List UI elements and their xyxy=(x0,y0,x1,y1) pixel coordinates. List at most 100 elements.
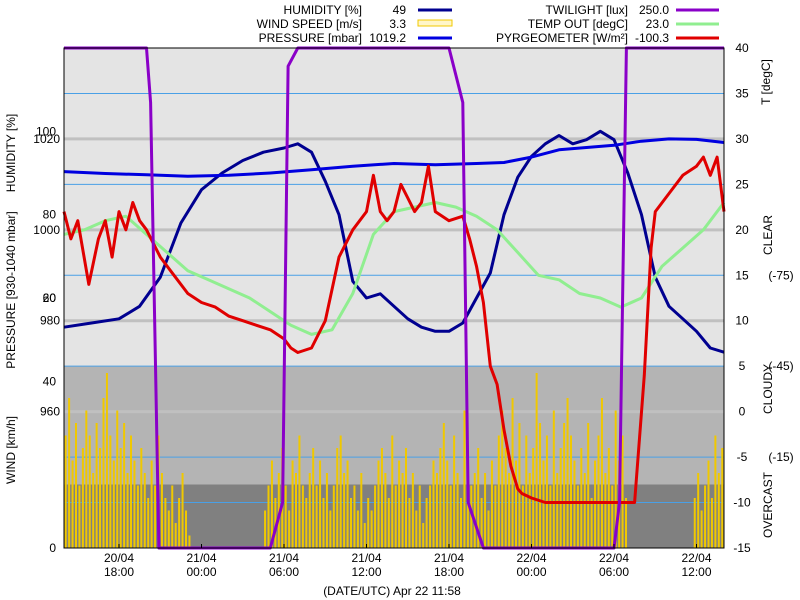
wind-bar xyxy=(422,523,425,548)
wind-tick-label: 0 xyxy=(49,541,56,555)
x-tick-time: 00:00 xyxy=(516,565,546,579)
sky-cloudy-label: CLOUDY xyxy=(761,364,775,414)
pressure-tick-label: 960 xyxy=(40,405,60,419)
temp-tick-label: 10 xyxy=(735,314,749,328)
wind-bar xyxy=(597,435,600,548)
wind-tick-label: 20 xyxy=(43,291,57,305)
wind-bar xyxy=(611,485,614,548)
wind-bar xyxy=(136,485,139,548)
wind-bar xyxy=(377,460,380,548)
wind-bar xyxy=(539,423,542,548)
wind-bar xyxy=(704,485,707,548)
wind-bar xyxy=(418,485,421,548)
sky-clear-label: CLEAR xyxy=(761,215,775,255)
legend-value: 250.0 xyxy=(639,3,669,17)
wind-bar xyxy=(267,485,270,548)
temp-tick-label: 0 xyxy=(739,405,746,419)
wind-bar xyxy=(535,373,538,548)
grid-lines xyxy=(64,92,724,504)
wind-bar xyxy=(343,473,346,548)
wind-bar xyxy=(604,473,607,548)
wind-bar xyxy=(508,473,511,548)
wind-axis-label: WIND [km/h] xyxy=(4,416,18,484)
legend-name: TEMP OUT [degC] xyxy=(528,17,628,31)
wind-bar xyxy=(439,448,442,548)
wind-bar xyxy=(143,473,146,548)
legend-value: -100.3 xyxy=(635,31,669,45)
wind-bar xyxy=(707,460,710,548)
humidity-tick-label: 60 xyxy=(43,291,57,305)
wind-bar xyxy=(380,448,383,548)
wind-bar xyxy=(580,448,583,548)
wind-bar xyxy=(515,460,517,548)
wind-bar xyxy=(174,523,177,548)
wind-bar xyxy=(590,498,593,548)
wind-bar xyxy=(387,498,390,548)
wind-bar xyxy=(411,473,414,548)
wind-bar xyxy=(367,498,370,548)
wind-bar xyxy=(480,498,483,548)
wind-bar xyxy=(123,423,126,548)
sky-bands xyxy=(64,48,724,548)
wind-bar xyxy=(298,435,301,548)
wind-bar xyxy=(78,485,81,548)
pressure-tick-label: 1000 xyxy=(33,223,60,237)
wind-bar xyxy=(549,485,552,548)
wind-bar xyxy=(435,473,438,548)
wind-bar xyxy=(130,435,132,548)
legend-name: PYRGEOMETER [W/m²] xyxy=(496,31,628,45)
sky-threshold-label: (-75) xyxy=(768,268,793,282)
wind-bar xyxy=(81,448,84,548)
temp-tick-label: -5 xyxy=(737,450,748,464)
legend-name: PRESSURE [mbar] xyxy=(259,31,362,45)
wind-bar xyxy=(570,435,572,548)
pressure-axis-label: PRESSURE [930-1040 mbar] xyxy=(4,211,18,368)
wind-bar xyxy=(583,473,586,548)
legend-value: 23.0 xyxy=(646,17,670,31)
wind-bar xyxy=(126,473,129,548)
wind-bar xyxy=(95,423,98,548)
x-tick-time: 18:00 xyxy=(434,565,464,579)
wind-bar xyxy=(542,460,545,548)
wind-bar xyxy=(545,435,548,548)
humidity-tick-label: 100 xyxy=(36,124,56,138)
wind-bar xyxy=(301,485,304,548)
wind-bar xyxy=(556,473,559,548)
humidity-line xyxy=(63,129,725,354)
wind-bar xyxy=(92,473,95,548)
wind-bar xyxy=(415,510,418,548)
humidity-tick-label: 80 xyxy=(43,208,57,222)
wind-bar xyxy=(384,473,387,548)
wind-bar xyxy=(319,460,322,548)
wind-bar xyxy=(116,410,119,548)
temp-tick-label: 15 xyxy=(735,268,749,282)
x-tick-day: 21/04 xyxy=(269,551,299,565)
wind-bar xyxy=(460,498,462,548)
wind-bar xyxy=(295,473,297,548)
humidity-axis-label: HUMIDITY [%] xyxy=(4,114,18,192)
wind-bar xyxy=(463,410,466,548)
wind-bar xyxy=(171,485,174,548)
wind-bar xyxy=(621,435,624,548)
x-tick-time: 12:00 xyxy=(681,565,711,579)
wind-bar xyxy=(394,485,397,548)
wind-bar xyxy=(456,473,459,548)
legend-name: TWILIGHT [lux] xyxy=(546,3,628,17)
wind-bar xyxy=(64,435,67,548)
wind-bar xyxy=(308,473,311,548)
wind-bar xyxy=(576,485,579,548)
wind-bar xyxy=(449,485,452,548)
wind-bar xyxy=(164,498,167,548)
legend-value: 1019.2 xyxy=(369,31,406,45)
wind-bar xyxy=(600,398,603,548)
wind-bar xyxy=(446,460,449,548)
wind-bar xyxy=(150,460,153,548)
wind-bar xyxy=(525,435,528,548)
wind-bar xyxy=(405,448,407,548)
wind-bar xyxy=(363,523,366,548)
pressure-tick-label: 1020 xyxy=(33,132,60,146)
wind-bar xyxy=(573,460,576,548)
wind-bar xyxy=(442,423,445,548)
sky-overcast-label: OVERCAST xyxy=(761,471,775,538)
temp-tick-label: 5 xyxy=(739,359,746,373)
